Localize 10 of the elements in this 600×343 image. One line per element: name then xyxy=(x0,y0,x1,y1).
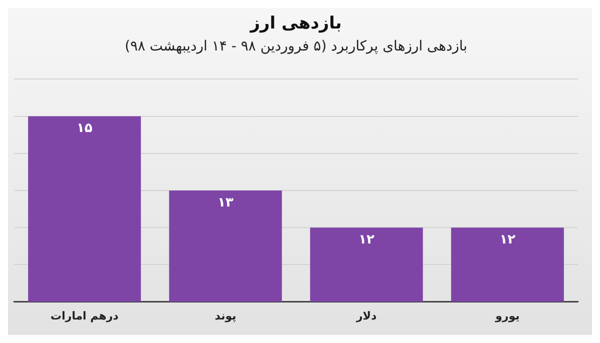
data-label: ۱۵ xyxy=(76,121,92,136)
x-tick-label: یورو xyxy=(494,309,520,322)
data-label: ۱۳ xyxy=(218,195,234,210)
x-tick-label: پوند xyxy=(214,309,236,322)
x-tick-label: درهم امارات xyxy=(50,309,119,322)
data-label: ۱۲ xyxy=(358,232,374,248)
x-tick-label: دلار xyxy=(355,309,377,322)
data-label: ۱۲ xyxy=(500,232,516,248)
chart-title: بازدهی ارز xyxy=(249,14,342,34)
chart-subtitle: بازدهی ارزهای پرکاربرد (۵ فروردین ۹۸ - ۱۴ اردیبهشت ۹۸) xyxy=(124,38,468,54)
